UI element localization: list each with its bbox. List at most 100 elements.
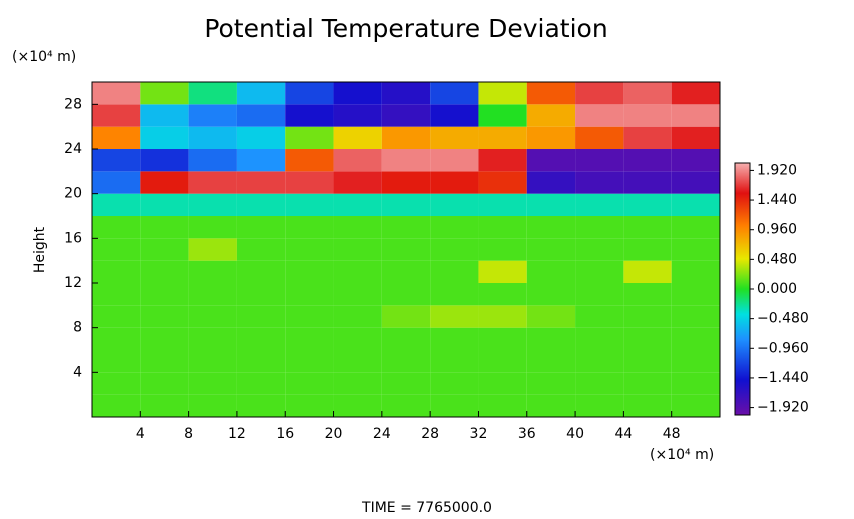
- heat-cell: [285, 327, 334, 350]
- heat-cell: [285, 283, 334, 306]
- heat-cell: [140, 149, 189, 172]
- heat-cell: [430, 149, 479, 172]
- x-tick-label: 48: [663, 426, 681, 442]
- footer: TIME = 7765000.0: [361, 500, 492, 516]
- heat-cell: [236, 193, 286, 216]
- heat-cell: [92, 193, 141, 216]
- heat-cell: [236, 171, 286, 194]
- heat-cell: [671, 260, 720, 283]
- heat-cell: [671, 216, 720, 239]
- heat-cell: [623, 238, 672, 261]
- heat-cell: [381, 260, 431, 283]
- y-axis-label: Height: [32, 226, 48, 273]
- heat-cell: [285, 394, 334, 417]
- heat-cell: [333, 350, 382, 373]
- heat-cell: [285, 171, 334, 194]
- heat-cell: [478, 171, 527, 194]
- heat-cell: [236, 104, 286, 127]
- heat-cell: [623, 283, 672, 306]
- x-tick-label: 40: [566, 426, 584, 442]
- heat-cell: [430, 238, 479, 261]
- heat-cell: [526, 193, 576, 216]
- heat-cell: [430, 350, 479, 373]
- heat-cell: [140, 305, 189, 328]
- heat-cell: [671, 350, 720, 373]
- heat-cell: [575, 149, 624, 172]
- heat-cell: [575, 260, 624, 283]
- colorbar-tick-label: −0.480: [757, 311, 809, 327]
- heat-cell: [188, 350, 237, 373]
- heat-cell: [671, 82, 720, 105]
- colorbar-tick-label: 0.480: [757, 251, 797, 267]
- heat-cell: [671, 327, 720, 350]
- heat-cell: [285, 104, 334, 127]
- heat-cell: [236, 327, 286, 350]
- heat-cell: [623, 305, 672, 328]
- heat-cell: [526, 149, 576, 172]
- y-unit: (×10⁴ m): [12, 49, 76, 65]
- heat-cell: [92, 104, 141, 127]
- heat-cell: [92, 126, 141, 149]
- heat-cell: [381, 350, 431, 373]
- heat-cell: [285, 305, 334, 328]
- heat-cell: [478, 327, 527, 350]
- heat-cell: [140, 238, 189, 261]
- heat-cell: [333, 394, 382, 417]
- heat-cell: [381, 394, 431, 417]
- heat-cell: [236, 126, 286, 149]
- heat-cell: [188, 126, 237, 149]
- heat-cell: [140, 260, 189, 283]
- heat-cell: [333, 149, 382, 172]
- heat-cell: [478, 126, 527, 149]
- heat-cell: [430, 82, 479, 105]
- heat-cell: [478, 149, 527, 172]
- heat-cell: [188, 82, 237, 105]
- heat-cell: [575, 238, 624, 261]
- heat-cell: [671, 372, 720, 395]
- heat-cell: [671, 171, 720, 194]
- heat-cell: [478, 238, 527, 261]
- heat-cell: [285, 216, 334, 239]
- heat-cell: [188, 216, 237, 239]
- heat-cell: [478, 394, 527, 417]
- heat-cell: [430, 126, 479, 149]
- y-tick-label: 24: [64, 141, 82, 157]
- heat-cell: [381, 104, 431, 127]
- heat-cell: [430, 216, 479, 239]
- heat-cell: [671, 104, 720, 127]
- heat-cell: [526, 238, 576, 261]
- heat-cell: [188, 260, 237, 283]
- heat-cell: [333, 193, 382, 216]
- y-tick-label: 4: [73, 364, 82, 380]
- x-tick-label: 24: [373, 426, 391, 442]
- heat-cell: [381, 283, 431, 306]
- heat-cell: [526, 283, 576, 306]
- heat-cell: [92, 327, 141, 350]
- heat-cell: [381, 216, 431, 239]
- heat-cell: [236, 260, 286, 283]
- heat-cell: [236, 82, 286, 105]
- heat-cell: [526, 372, 576, 395]
- heat-cell: [381, 372, 431, 395]
- heat-cell: [575, 394, 624, 417]
- x-unit: (×10⁴ m): [650, 447, 714, 463]
- heat-cell: [333, 171, 382, 194]
- heat-cell: [140, 394, 189, 417]
- x-tick-label: 16: [276, 426, 294, 442]
- heat-cell: [478, 372, 527, 395]
- heat-cell: [526, 82, 576, 105]
- heat-cell: [623, 350, 672, 373]
- heat-cell: [430, 394, 479, 417]
- heat-cell: [526, 327, 576, 350]
- heat-cell: [285, 350, 334, 373]
- heat-cell: [430, 327, 479, 350]
- heat-cell: [333, 372, 382, 395]
- heat-cell: [623, 394, 672, 417]
- y-tick-label: 8: [73, 320, 82, 336]
- heat-cell: [285, 372, 334, 395]
- heat-cell: [430, 104, 479, 127]
- heat-cell: [575, 193, 624, 216]
- heat-cell: [333, 327, 382, 350]
- y-tick-label: 16: [64, 230, 82, 246]
